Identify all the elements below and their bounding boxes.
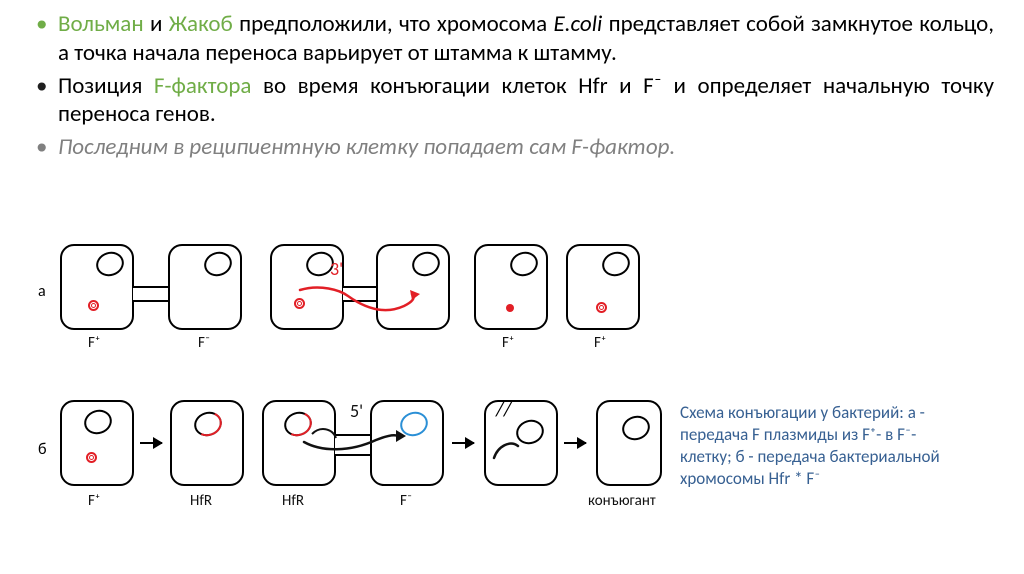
transfer-strand-icon	[292, 276, 422, 326]
text: Последним в реципиентную клетку попадает…	[58, 133, 675, 161]
slide-bullets: Вольман и Жакоб предположили, что хромос…	[30, 10, 994, 162]
f-factor: F-фактора	[154, 72, 252, 100]
plasmid-icon	[86, 452, 97, 463]
row-a-label: а	[38, 282, 46, 301]
arrow-icon	[564, 442, 586, 444]
conjugation-diagram: а F⁺ F⁻ 3' F⁺ F⁺ б F⁺	[60, 230, 650, 550]
label-a5: F⁺	[502, 334, 514, 352]
row-b-label: б	[38, 440, 47, 459]
ecoli: E.coli	[553, 10, 602, 38]
label-a6: F⁺	[594, 334, 606, 352]
cell-a1-fplus	[60, 244, 134, 330]
nucleoid-icon	[81, 406, 115, 437]
label-b3: HfR	[282, 492, 304, 510]
arrow-icon	[140, 442, 162, 444]
chromosome-transfer-icon	[298, 418, 408, 464]
nucleoid-icon	[599, 248, 633, 279]
nucleoid-icon	[93, 248, 127, 279]
conjugation-bridge	[133, 286, 169, 302]
cell-a6-fplus	[566, 244, 640, 330]
cell-b2-hfr	[170, 400, 244, 486]
bullet-3: Последним в реципиентную клетку попадает…	[30, 133, 994, 162]
bullet-2: Позиция F-фактора во время конъюгации кл…	[30, 72, 994, 130]
label-b1: F⁺	[88, 492, 100, 510]
plasmid-icon	[88, 300, 99, 311]
break-icon: //	[496, 398, 512, 422]
cell-a2-fminus	[168, 244, 242, 330]
text: предположили, что хромосома	[233, 10, 554, 38]
label-a1: F⁺	[88, 334, 100, 352]
fragment-icon	[488, 430, 528, 470]
nucleoid-icon	[507, 248, 541, 279]
integrated-f-icon	[191, 408, 225, 439]
diagram-caption: Схема конъюгации у бактерий: а - передач…	[680, 402, 965, 490]
bullet-1: Вольман и Жакоб предположили, что хромос…	[30, 10, 994, 68]
cell-b1-fplus	[60, 400, 134, 486]
label-b6: конъюгант	[588, 492, 656, 510]
arrow-icon	[452, 442, 474, 444]
plasmid-icon	[596, 302, 607, 313]
nucleoid-icon	[201, 248, 235, 279]
cell-a5-fplus	[474, 244, 548, 330]
name-wollman: Вольман	[58, 10, 144, 38]
label-a2: F⁻	[198, 334, 210, 352]
nucleoid-icon	[619, 412, 653, 443]
label-b2: HfR	[190, 492, 212, 510]
plasmid-dot-icon	[506, 304, 514, 312]
text: Позиция	[58, 72, 154, 100]
label-b4: F⁻	[400, 492, 412, 510]
cell-b6-conjugant	[596, 400, 662, 486]
text: и	[144, 10, 169, 38]
name-jacob: Жакоб	[169, 10, 233, 38]
